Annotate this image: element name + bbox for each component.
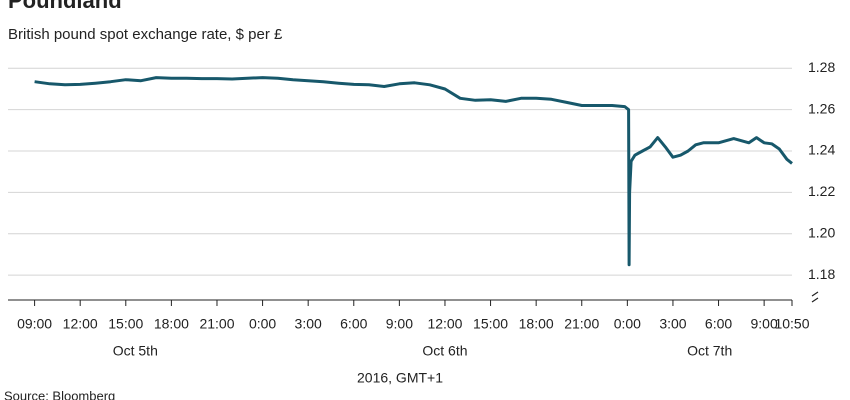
y-tick-label: 1.22 (808, 183, 835, 199)
y-tick-label: 1.28 (808, 59, 835, 75)
x-tick-label: 0:00 (249, 316, 276, 332)
day-label: Oct 6th (422, 343, 467, 359)
axis-break (811, 291, 819, 303)
x-tick-label: 6:00 (340, 316, 367, 332)
x-tick-label: 0:00 (614, 316, 641, 332)
y-tick-label: 1.18 (808, 266, 835, 282)
day-label: Oct 5th (113, 343, 158, 359)
day-label: Oct 7th (687, 343, 732, 359)
x-tick-label: 12:00 (63, 316, 98, 332)
x-tick-label: 6:00 (705, 316, 732, 332)
x-tick-label: 9:00 (751, 316, 778, 332)
x-axis-label: 2016, GMT+1 (357, 370, 443, 386)
x-tick-label: 21:00 (564, 316, 599, 332)
chart-title: Poundland (8, 0, 122, 13)
x-tick-label: 09:00 (17, 316, 52, 332)
x-tick-label: 18:00 (154, 316, 189, 332)
x-tick-label: 15:00 (473, 316, 508, 332)
x-tick-label: 15:00 (108, 316, 143, 332)
line (34, 76, 793, 267)
source: Source: Bloomberg (4, 388, 115, 400)
y-tick-label: 1.24 (808, 142, 835, 158)
x-tick-label: 18:00 (519, 316, 554, 332)
x-tick-label: 10:50 (774, 316, 809, 332)
chart-subtitle: British pound spot exchange rate, $ per … (8, 26, 283, 43)
x-tick-label: 21:00 (199, 316, 234, 332)
x-tick-label: 3:00 (295, 316, 322, 332)
x-tick-label: 12:00 (427, 316, 462, 332)
y-tick-label: 1.26 (808, 100, 835, 116)
x-tick-label: 3:00 (659, 316, 686, 332)
x-tick-label: 9:00 (386, 316, 413, 332)
y-tick-label: 1.20 (808, 224, 835, 240)
